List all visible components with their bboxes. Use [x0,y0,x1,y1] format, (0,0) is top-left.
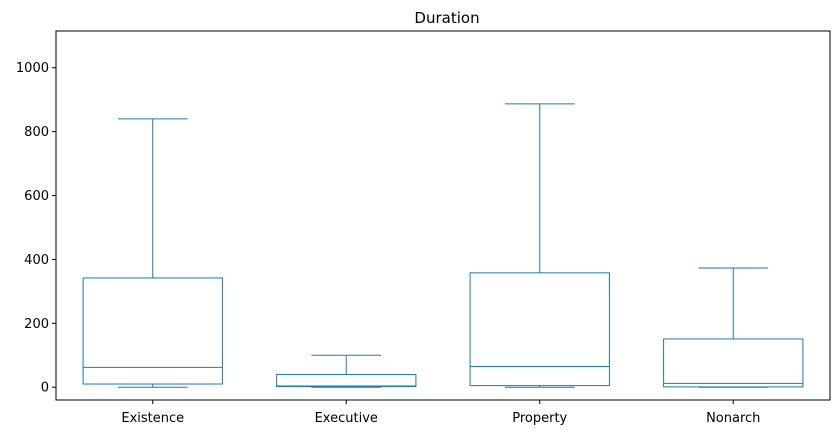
boxes [82,103,804,388]
x-axis: Existence Executive Property Nonarch [121,400,760,426]
y-tick-label: 1000 [16,61,49,76]
x-tick-label: Nonarch [706,411,760,426]
iqr-box [469,272,610,387]
x-tick-label: Executive [315,411,378,426]
box-existence [82,118,223,388]
plot-frame [55,30,831,401]
box-property [469,103,610,388]
y-tick-label: 200 [24,317,49,332]
iqr-box [276,373,417,388]
iqr-box [82,277,223,385]
box-nonarch [663,267,804,388]
y-axis: 0 200 400 600 800 1000 [16,61,56,396]
y-tick-label: 0 [41,381,49,396]
x-tick-label: Property [512,411,567,426]
y-tick-label: 600 [24,189,49,204]
y-tick-label: 400 [24,253,49,268]
y-tick-label: 800 [24,125,49,140]
chart-title: Duration [414,9,479,27]
box-executive [276,354,417,388]
x-tick-label: Existence [121,411,184,426]
iqr-box [663,338,804,388]
